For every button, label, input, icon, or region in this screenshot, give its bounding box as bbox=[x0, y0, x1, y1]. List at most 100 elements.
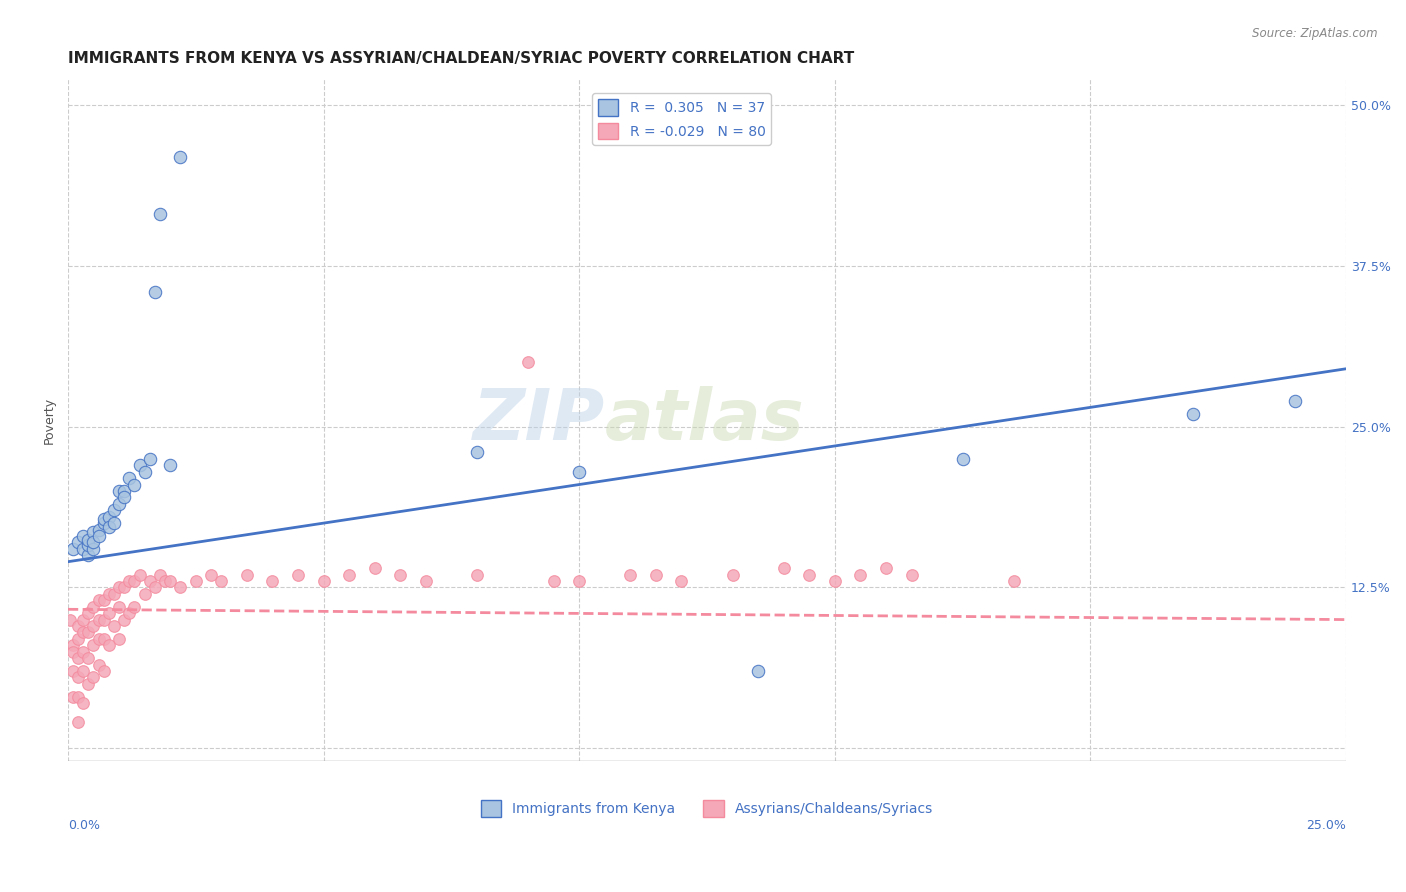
Point bbox=[87, 657, 110, 672]
Point bbox=[82, 535, 104, 549]
Point bbox=[900, 567, 922, 582]
Point bbox=[337, 567, 360, 582]
Point bbox=[62, 664, 84, 678]
Text: IMMIGRANTS FROM KENYA VS ASSYRIAN/CHALDEAN/SYRIAC POVERTY CORRELATION CHART: IMMIGRANTS FROM KENYA VS ASSYRIAN/CHALDE… bbox=[67, 51, 855, 66]
Point bbox=[82, 541, 104, 556]
Point bbox=[138, 451, 160, 466]
Point bbox=[93, 664, 115, 678]
Point bbox=[82, 638, 104, 652]
Point bbox=[72, 664, 94, 678]
Point bbox=[82, 619, 104, 633]
Point bbox=[87, 523, 110, 537]
Point bbox=[619, 567, 641, 582]
Point bbox=[62, 645, 84, 659]
Point bbox=[77, 533, 100, 547]
Point bbox=[108, 581, 131, 595]
Text: Source: ZipAtlas.com: Source: ZipAtlas.com bbox=[1253, 27, 1378, 40]
Text: 0.0%: 0.0% bbox=[67, 819, 100, 832]
Point bbox=[952, 451, 974, 466]
Point bbox=[1284, 393, 1306, 408]
Point bbox=[72, 625, 94, 640]
Point bbox=[312, 574, 335, 588]
Point bbox=[236, 567, 259, 582]
Point bbox=[134, 465, 156, 479]
Point bbox=[62, 541, 84, 556]
Point bbox=[124, 599, 146, 614]
Point bbox=[799, 567, 821, 582]
Point bbox=[465, 445, 488, 459]
Point bbox=[67, 715, 90, 730]
Point bbox=[568, 574, 591, 588]
Point bbox=[543, 574, 565, 588]
Point bbox=[77, 651, 100, 665]
Point bbox=[97, 606, 120, 620]
Point bbox=[108, 497, 131, 511]
Point bbox=[103, 503, 125, 517]
Point bbox=[149, 207, 172, 221]
Point bbox=[1181, 407, 1204, 421]
Point bbox=[262, 574, 284, 588]
Point bbox=[169, 149, 191, 163]
Point bbox=[67, 690, 90, 704]
Point bbox=[118, 574, 141, 588]
Point bbox=[118, 471, 141, 485]
Point bbox=[103, 516, 125, 530]
Point bbox=[169, 581, 191, 595]
Point bbox=[77, 538, 100, 552]
Point bbox=[72, 541, 94, 556]
Point bbox=[149, 567, 172, 582]
Point bbox=[517, 355, 540, 369]
Point bbox=[93, 593, 115, 607]
Point bbox=[287, 567, 309, 582]
Point bbox=[93, 512, 115, 526]
Point bbox=[721, 567, 744, 582]
Point bbox=[112, 581, 135, 595]
Point bbox=[184, 574, 207, 588]
Point bbox=[77, 606, 100, 620]
Y-axis label: Poverty: Poverty bbox=[44, 397, 56, 444]
Point bbox=[82, 671, 104, 685]
Point bbox=[747, 664, 769, 678]
Text: ZIP: ZIP bbox=[472, 385, 605, 455]
Point bbox=[77, 549, 100, 563]
Point bbox=[97, 520, 120, 534]
Point bbox=[124, 574, 146, 588]
Point bbox=[82, 599, 104, 614]
Text: 25.0%: 25.0% bbox=[1306, 819, 1346, 832]
Point bbox=[671, 574, 693, 588]
Point bbox=[72, 696, 94, 710]
Point bbox=[103, 587, 125, 601]
Point bbox=[82, 525, 104, 540]
Point bbox=[389, 567, 412, 582]
Point bbox=[112, 483, 135, 498]
Point bbox=[97, 509, 120, 524]
Point bbox=[159, 458, 181, 473]
Point bbox=[59, 613, 82, 627]
Point bbox=[97, 638, 120, 652]
Point bbox=[87, 593, 110, 607]
Point bbox=[108, 632, 131, 646]
Point bbox=[97, 587, 120, 601]
Point bbox=[67, 619, 90, 633]
Point bbox=[67, 632, 90, 646]
Point bbox=[159, 574, 181, 588]
Point bbox=[209, 574, 232, 588]
Point bbox=[128, 567, 150, 582]
Point bbox=[108, 599, 131, 614]
Point bbox=[62, 638, 84, 652]
Point bbox=[93, 632, 115, 646]
Point bbox=[143, 285, 166, 299]
Point bbox=[134, 587, 156, 601]
Point bbox=[143, 581, 166, 595]
Point bbox=[645, 567, 668, 582]
Point bbox=[77, 677, 100, 691]
Point bbox=[200, 567, 222, 582]
Point bbox=[67, 651, 90, 665]
Point bbox=[77, 625, 100, 640]
Point bbox=[67, 671, 90, 685]
Point bbox=[415, 574, 437, 588]
Point bbox=[67, 535, 90, 549]
Point bbox=[72, 645, 94, 659]
Point bbox=[72, 529, 94, 543]
Point bbox=[112, 613, 135, 627]
